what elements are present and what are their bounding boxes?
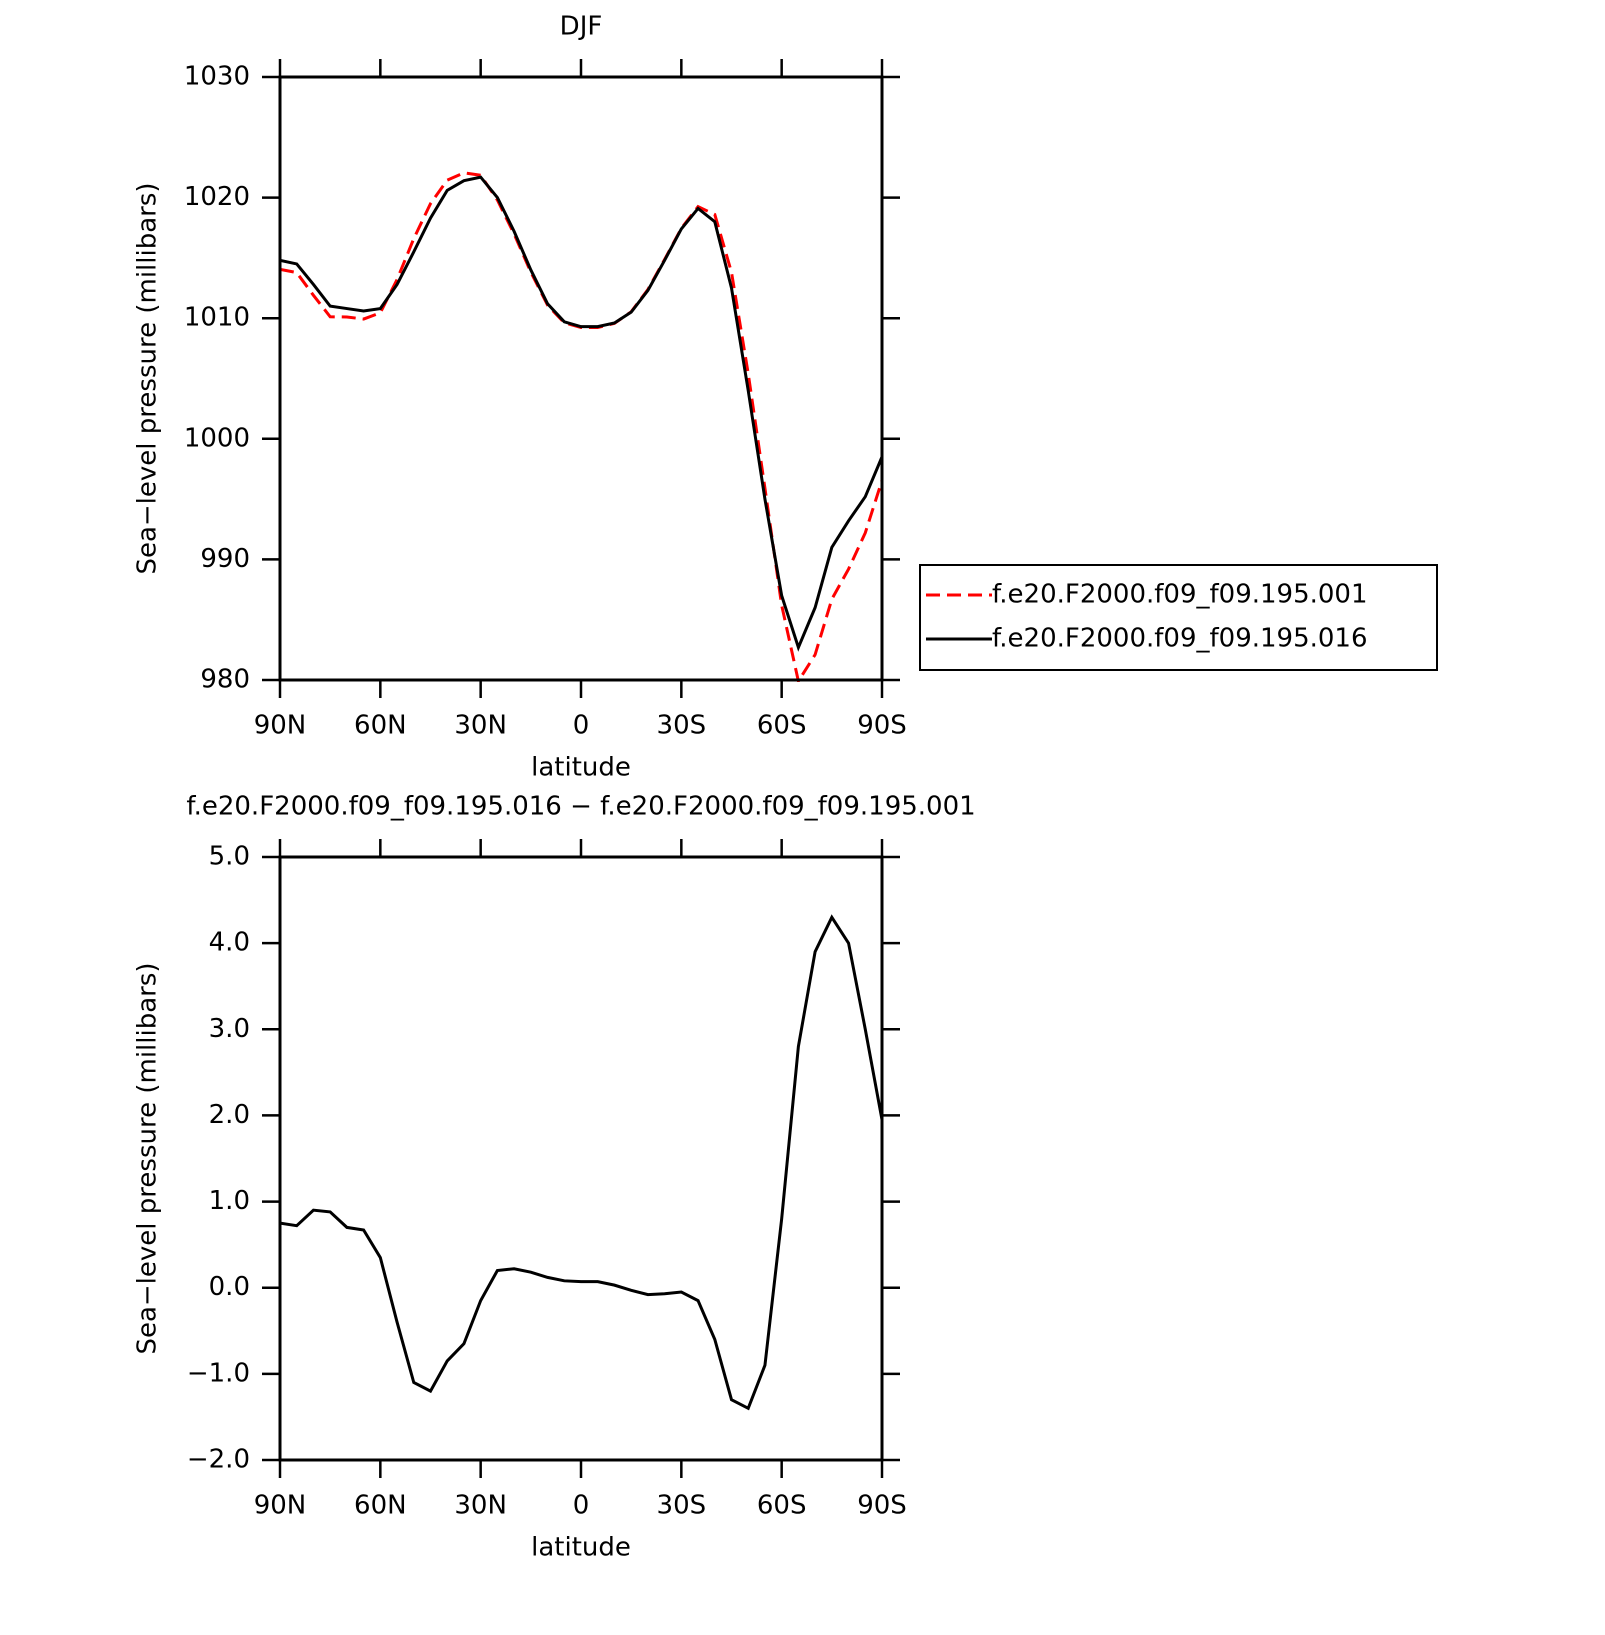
plot-area (280, 914, 882, 1411)
y-tick-label: 1010 (184, 303, 250, 333)
x-tick-label: 30S (657, 1491, 707, 1521)
x-tick-label: 60S (757, 711, 807, 741)
y-tick-label: 1020 (184, 182, 250, 212)
x-tick-label: 90S (857, 1491, 907, 1521)
y-tick-label: 0.0 (209, 1272, 250, 1302)
y-tick-label: 3.0 (209, 1014, 250, 1044)
x-tick-label: 30S (657, 711, 707, 741)
y-tick-label: 1.0 (209, 1186, 250, 1216)
series-line (280, 171, 882, 682)
series-line (280, 175, 882, 652)
x-tick-label: 60N (354, 711, 407, 741)
legend-box (919, 564, 1438, 671)
x-tick-label: 0 (573, 711, 590, 741)
y-tick-label: 990 (200, 544, 250, 574)
x-axis-label: latitude (531, 1533, 631, 1563)
y-tick-label: 5.0 (209, 842, 250, 872)
y-tick-label: 980 (200, 665, 250, 695)
y-tick-label: −2.0 (187, 1445, 250, 1475)
x-tick-label: 90N (254, 711, 307, 741)
y-tick-label: −1.0 (187, 1358, 250, 1388)
y-tick-label: 4.0 (209, 928, 250, 958)
y-axis-label: Sea−level pressure (millibars) (133, 962, 163, 1354)
plot-frame (278, 75, 884, 682)
y-tick-label: 1030 (184, 62, 250, 92)
x-tick-label: 30N (454, 1491, 507, 1521)
x-tick-label: 90N (254, 1491, 307, 1521)
y-axis-label: Sea−level pressure (millibars) (133, 182, 163, 574)
y-tick-label: 1000 (184, 423, 250, 453)
series-line (280, 914, 882, 1411)
legend-label: f.e20.F2000.f09_f09.195.001 (992, 580, 1368, 610)
chart-title: DJF (560, 12, 603, 42)
x-tick-label: 60S (757, 1491, 807, 1521)
x-tick-label: 0 (573, 1491, 590, 1521)
y-tick-label: 2.0 (209, 1100, 250, 1130)
x-axis-label: latitude (531, 753, 631, 783)
legend-label: f.e20.F2000.f09_f09.195.016 (992, 624, 1368, 654)
x-tick-label: 60N (354, 1491, 407, 1521)
x-tick-label: 30N (454, 711, 507, 741)
x-tick-label: 90S (857, 711, 907, 741)
plot-area (280, 171, 882, 682)
chart-title: f.e20.F2000.f09_f09.195.016 − f.e20.F200… (186, 792, 975, 822)
plot-frame (278, 855, 884, 1462)
